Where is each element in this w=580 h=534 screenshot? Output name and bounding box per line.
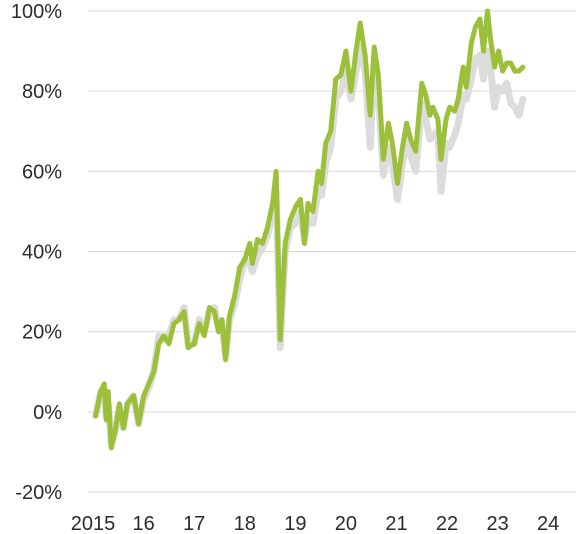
x-tick-label: 18: [234, 513, 256, 534]
x-tick-label: 17: [183, 513, 205, 534]
y-tick-label: 80%: [22, 81, 62, 103]
y-tick-label: 20%: [22, 322, 62, 344]
y-tick-label: -20%: [15, 482, 62, 504]
x-axis-tick-labels: 2015 16 17 18 19 20 21 22 23 24: [71, 513, 560, 534]
x-tick-label: 2015: [71, 513, 116, 534]
x-tick-label: 24: [537, 513, 559, 534]
x-tick-label: 22: [436, 513, 458, 534]
y-tick-label: 60%: [22, 161, 62, 183]
series-line-gray: [92, 43, 527, 448]
series-lines: [92, 8, 527, 451]
y-tick-label: 0%: [33, 402, 62, 424]
x-tick-label: 21: [385, 513, 407, 534]
gridlines: [88, 10, 576, 493]
x-tick-label: 23: [486, 513, 508, 534]
y-tick-label: 100%: [11, 1, 62, 23]
y-tick-label: 40%: [22, 242, 62, 264]
y-axis-tick-labels: 100% 80% 60% 40% 20% 0% -20%: [11, 1, 62, 504]
x-tick-label: 19: [284, 513, 306, 534]
x-tick-label: 16: [133, 513, 155, 534]
series-line-green: [93, 8, 526, 451]
x-tick-label: 20: [335, 513, 357, 534]
